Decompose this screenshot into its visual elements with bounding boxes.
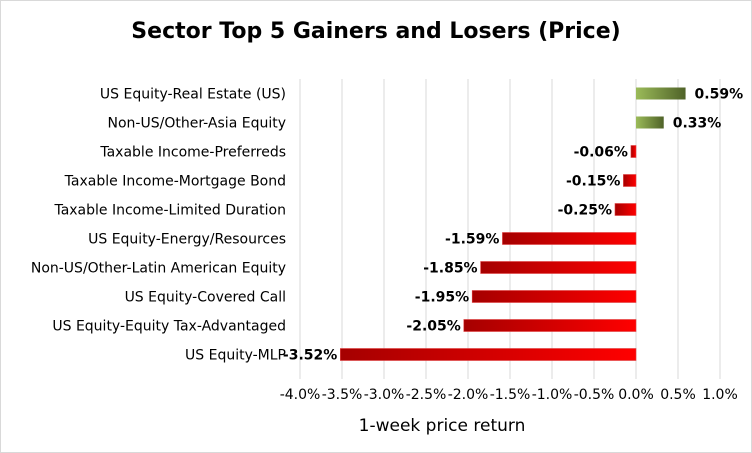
category-label: US Equity-Real Estate (US) bbox=[100, 87, 286, 103]
category-label: Non-US/Other-Latin American Equity bbox=[31, 261, 286, 277]
category-label: US Equity-Energy/Resources bbox=[88, 232, 286, 248]
x-tick-label: -1.0% bbox=[532, 387, 573, 403]
bar bbox=[471, 290, 637, 303]
data-label: -0.15% bbox=[566, 174, 620, 190]
x-tick-label: 0.0% bbox=[618, 387, 654, 403]
bar bbox=[623, 174, 637, 187]
category-label: Taxable Income-Mortgage Bond bbox=[64, 174, 286, 190]
x-tick-label: 1.0% bbox=[702, 387, 738, 403]
chart-title: Sector Top 5 Gainers and Losers (Price) bbox=[131, 19, 621, 44]
data-label: 0.59% bbox=[695, 87, 744, 103]
bar bbox=[636, 116, 664, 129]
category-label: US Equity-Equity Tax-Advantaged bbox=[52, 319, 286, 335]
data-label: 0.33% bbox=[673, 116, 722, 132]
bars bbox=[340, 87, 686, 361]
category-labels: US Equity-Real Estate (US) Non-US/Other-A… bbox=[31, 87, 286, 364]
category-label: Taxable Income-Preferreds bbox=[99, 145, 286, 161]
bar bbox=[463, 319, 637, 332]
data-label: -1.95% bbox=[415, 290, 469, 306]
category-label: Taxable Income-Limited Duration bbox=[53, 203, 286, 219]
x-tick-label: -1.5% bbox=[490, 387, 531, 403]
x-axis-title: 1-week price return bbox=[359, 416, 526, 436]
bar bbox=[636, 87, 686, 100]
category-label: US Equity-MLP bbox=[185, 348, 286, 364]
gridlines bbox=[299, 79, 721, 379]
data-label: -3.52% bbox=[283, 348, 337, 364]
x-tick-label: -3.0% bbox=[364, 387, 405, 403]
data-label: -2.05% bbox=[406, 319, 460, 335]
data-label: -0.25% bbox=[558, 203, 612, 219]
data-label: -1.85% bbox=[423, 261, 477, 277]
x-tick-label: -2.5% bbox=[406, 387, 447, 403]
x-tick-label: -4.0% bbox=[280, 387, 321, 403]
x-tick-label: -3.5% bbox=[322, 387, 363, 403]
bar bbox=[630, 145, 637, 158]
data-labels: 0.59% 0.33% -0.06% -0.15% -0.25% -1.59% -1.85%… bbox=[283, 87, 743, 364]
bar bbox=[614, 203, 637, 216]
bar bbox=[340, 348, 637, 361]
category-label: US Equity-Covered Call bbox=[125, 290, 286, 306]
data-label: -0.06% bbox=[574, 145, 628, 161]
x-tick-label: -0.5% bbox=[574, 387, 615, 403]
x-tick-labels: -4.0% -3.5% -3.0% -2.5% -2.0% -1.5% -1.0% -0.5%… bbox=[280, 387, 738, 403]
x-tick-label: 0.5% bbox=[660, 387, 696, 403]
category-label: Non-US/Other-Asia Equity bbox=[108, 116, 286, 132]
bar bbox=[480, 261, 637, 274]
bar bbox=[502, 232, 637, 245]
data-label: -1.59% bbox=[445, 232, 499, 248]
x-tick-label: -2.0% bbox=[448, 387, 489, 403]
